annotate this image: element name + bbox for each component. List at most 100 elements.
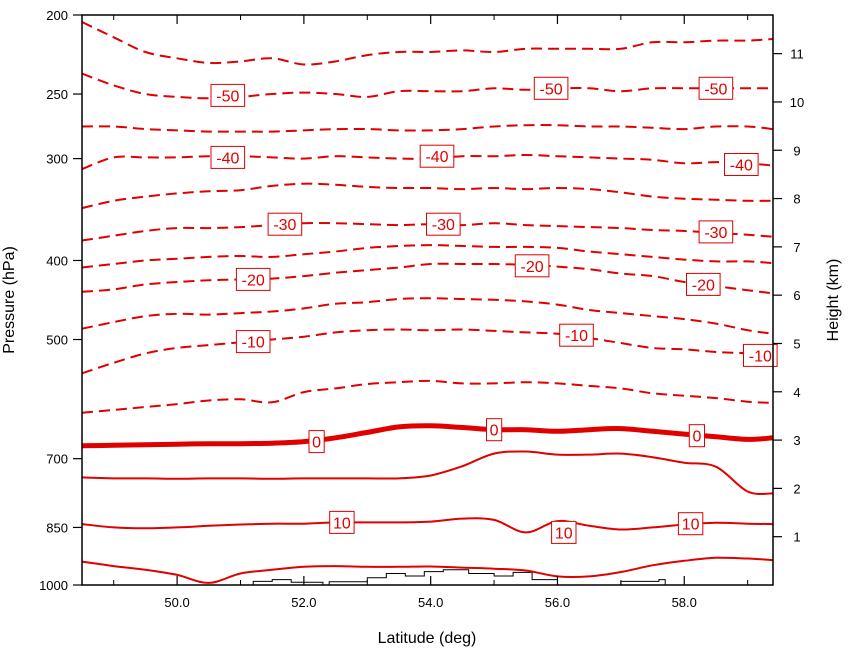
y2-axis-title: Height (km) (825, 259, 842, 342)
contour-label-text: -40 (730, 158, 753, 175)
contour-label-box (559, 323, 594, 347)
contour-label-box (533, 76, 569, 100)
contour-0 (81, 423, 774, 449)
y2-tick-label: 2 (793, 481, 800, 496)
contour-label: -20 (514, 254, 550, 278)
contour-label-text: -40 (216, 150, 239, 167)
contour-label-box (329, 510, 355, 534)
y2-tick-label: 3 (793, 433, 800, 448)
contour-layer (81, 21, 774, 584)
contour-label-text: 10 (555, 525, 573, 542)
x-axis-title: Latitude (deg) (378, 630, 477, 647)
contour-label-box (486, 418, 503, 442)
y-tick-label: 400 (46, 253, 68, 268)
contour-label-text: 10 (333, 515, 351, 532)
y2-tick-label: 6 (793, 288, 800, 303)
contour-label: -50 (533, 76, 569, 100)
x-tick-label: 50.0 (164, 595, 189, 610)
contour-10 (81, 517, 774, 534)
contour-label-text: -50 (704, 81, 727, 98)
contour-label: -10 (235, 330, 271, 354)
contour-label-layer: -50 -50 -50 -40 -40 -40 -30 -30 -30 -20 -20 -20 -10 -… (210, 76, 778, 544)
contour-label-box (688, 424, 705, 448)
contour-label-box (426, 212, 461, 236)
contour-label: -50 (698, 76, 734, 100)
contour-label-box (686, 272, 721, 296)
contour-minus35 (81, 182, 774, 210)
contour-label-text: -50 (540, 81, 563, 98)
contour-label: -20 (686, 272, 721, 296)
contour-label-text: 0 (692, 429, 701, 446)
y-tick-label: 700 (46, 452, 68, 467)
contour-label-text: -10 (749, 348, 772, 365)
contour-label-box (743, 343, 778, 367)
contour-minus15 (81, 297, 774, 335)
contour-label: -50 (210, 83, 246, 107)
contour-15 (81, 556, 774, 584)
contour-label-text: -20 (521, 259, 544, 276)
contour-label-box (210, 145, 246, 169)
contour-label: -40 (724, 153, 759, 176)
contour-label-box (677, 512, 704, 536)
contour-minus40 (81, 153, 774, 171)
contour-label-box (308, 430, 325, 454)
contour-minus10 (81, 328, 774, 375)
y2-tick-label: 1 (793, 530, 800, 545)
y2-tick-label: 8 (793, 192, 800, 207)
contour-label-text: 0 (312, 435, 321, 452)
contour-label-box (724, 153, 759, 176)
contour-label: -10 (559, 323, 594, 347)
contour-label-text: -10 (565, 328, 588, 345)
contour-label: -40 (419, 144, 455, 168)
contour-label-box (698, 220, 734, 244)
y-tick-label: 300 (46, 152, 68, 167)
contour-label-text: -50 (216, 88, 239, 105)
contour-label: 0 (486, 418, 503, 442)
y2-tick-label: 7 (793, 240, 800, 255)
x-tick-label: 54.0 (418, 595, 443, 610)
contour-label: -30 (267, 212, 303, 236)
contour-label: -10 (743, 343, 778, 367)
x-tick-label: 56.0 (545, 595, 570, 610)
contour-label-box (698, 76, 734, 100)
contour-label-text: -30 (432, 217, 455, 234)
axis-layer: 50.0 52.0 54.0 56.0 58.020025030040050070085… (39, 8, 804, 610)
contour-label: 0 (308, 430, 325, 454)
contour-minus20 (81, 262, 774, 295)
contour-minus5 (81, 379, 774, 414)
contour-minus50 (81, 72, 773, 100)
y-tick-label: 250 (46, 87, 68, 102)
y2-tick-label: 5 (793, 336, 800, 351)
contour-label: -40 (210, 145, 246, 169)
y2-tick-label: 10 (790, 95, 804, 110)
contour-label-text: 0 (490, 423, 499, 440)
contour-minus25 (81, 244, 774, 269)
contour-label: -30 (426, 212, 461, 236)
contour-label: 10 (551, 520, 577, 544)
contour-label: -30 (698, 220, 734, 244)
y2-tick-label: 9 (793, 143, 800, 158)
contour-minus45 (81, 124, 774, 133)
contour-label-text: -20 (692, 277, 715, 294)
contour-label-text: -30 (273, 217, 296, 234)
contour-label-text: -10 (242, 335, 265, 352)
contour-label-box (551, 520, 577, 544)
contour-label: 0 (688, 424, 705, 448)
contour-label-box (210, 83, 246, 107)
contour-label-box (267, 212, 303, 236)
contour-label-box (514, 254, 550, 278)
contour-label-text: -20 (242, 272, 265, 289)
contour-label-text: 10 (682, 517, 700, 534)
contour-label: 10 (677, 512, 704, 536)
contour-5 (81, 450, 774, 495)
contour-label-box (235, 267, 271, 291)
y2-tick-label: 4 (793, 385, 800, 400)
y-tick-label: 850 (46, 520, 68, 535)
contour-label-box (235, 330, 271, 354)
contour-minus55 (81, 21, 774, 66)
y-tick-label: 200 (46, 8, 68, 23)
x-tick-label: 52.0 (291, 595, 316, 610)
contour-label-text: -30 (704, 225, 727, 242)
